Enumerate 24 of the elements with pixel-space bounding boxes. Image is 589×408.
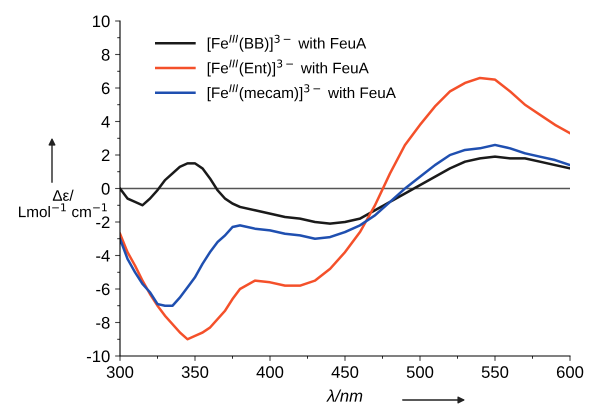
y-tick-label: -8: [96, 316, 110, 329]
x-tick-label: 500: [406, 366, 434, 378]
y-tick-label: 2: [102, 149, 110, 162]
y-tick-label: 10: [93, 15, 110, 28]
legend-label: [Fe$^{III}$(Ent)]$^{3−}$ with FeuA: [208, 60, 369, 76]
x-tick-label: 300: [106, 366, 134, 378]
y-tick-label: -4: [96, 250, 110, 262]
x-tick-label: 350: [182, 366, 208, 378]
y-tick-label: -6: [96, 283, 110, 296]
x-axis-title: λ/nm: [326, 390, 362, 402]
y-tick-label: 8: [102, 48, 110, 61]
legend-label: [Fe$^{III}$(mecam)]$^{3−}$ with FeuA: [208, 84, 396, 102]
line-series: [120, 144, 570, 307]
x-tick-label: 400: [256, 366, 284, 378]
x-tick-label: 550: [482, 366, 508, 378]
x-tick-label: 450: [331, 366, 358, 378]
y-tick-label: -2: [96, 216, 110, 228]
x-tick-label: 600: [556, 366, 584, 378]
y-tick-label: 6: [102, 82, 110, 94]
line-series: [120, 76, 570, 340]
y-tick-label: -10: [86, 350, 110, 362]
y-tick-label: 4: [101, 116, 110, 128]
line-series: [120, 155, 570, 225]
legend-label: [Fe$^{III}$(BB)]$^{3−}$ with FeuA: [208, 34, 366, 52]
